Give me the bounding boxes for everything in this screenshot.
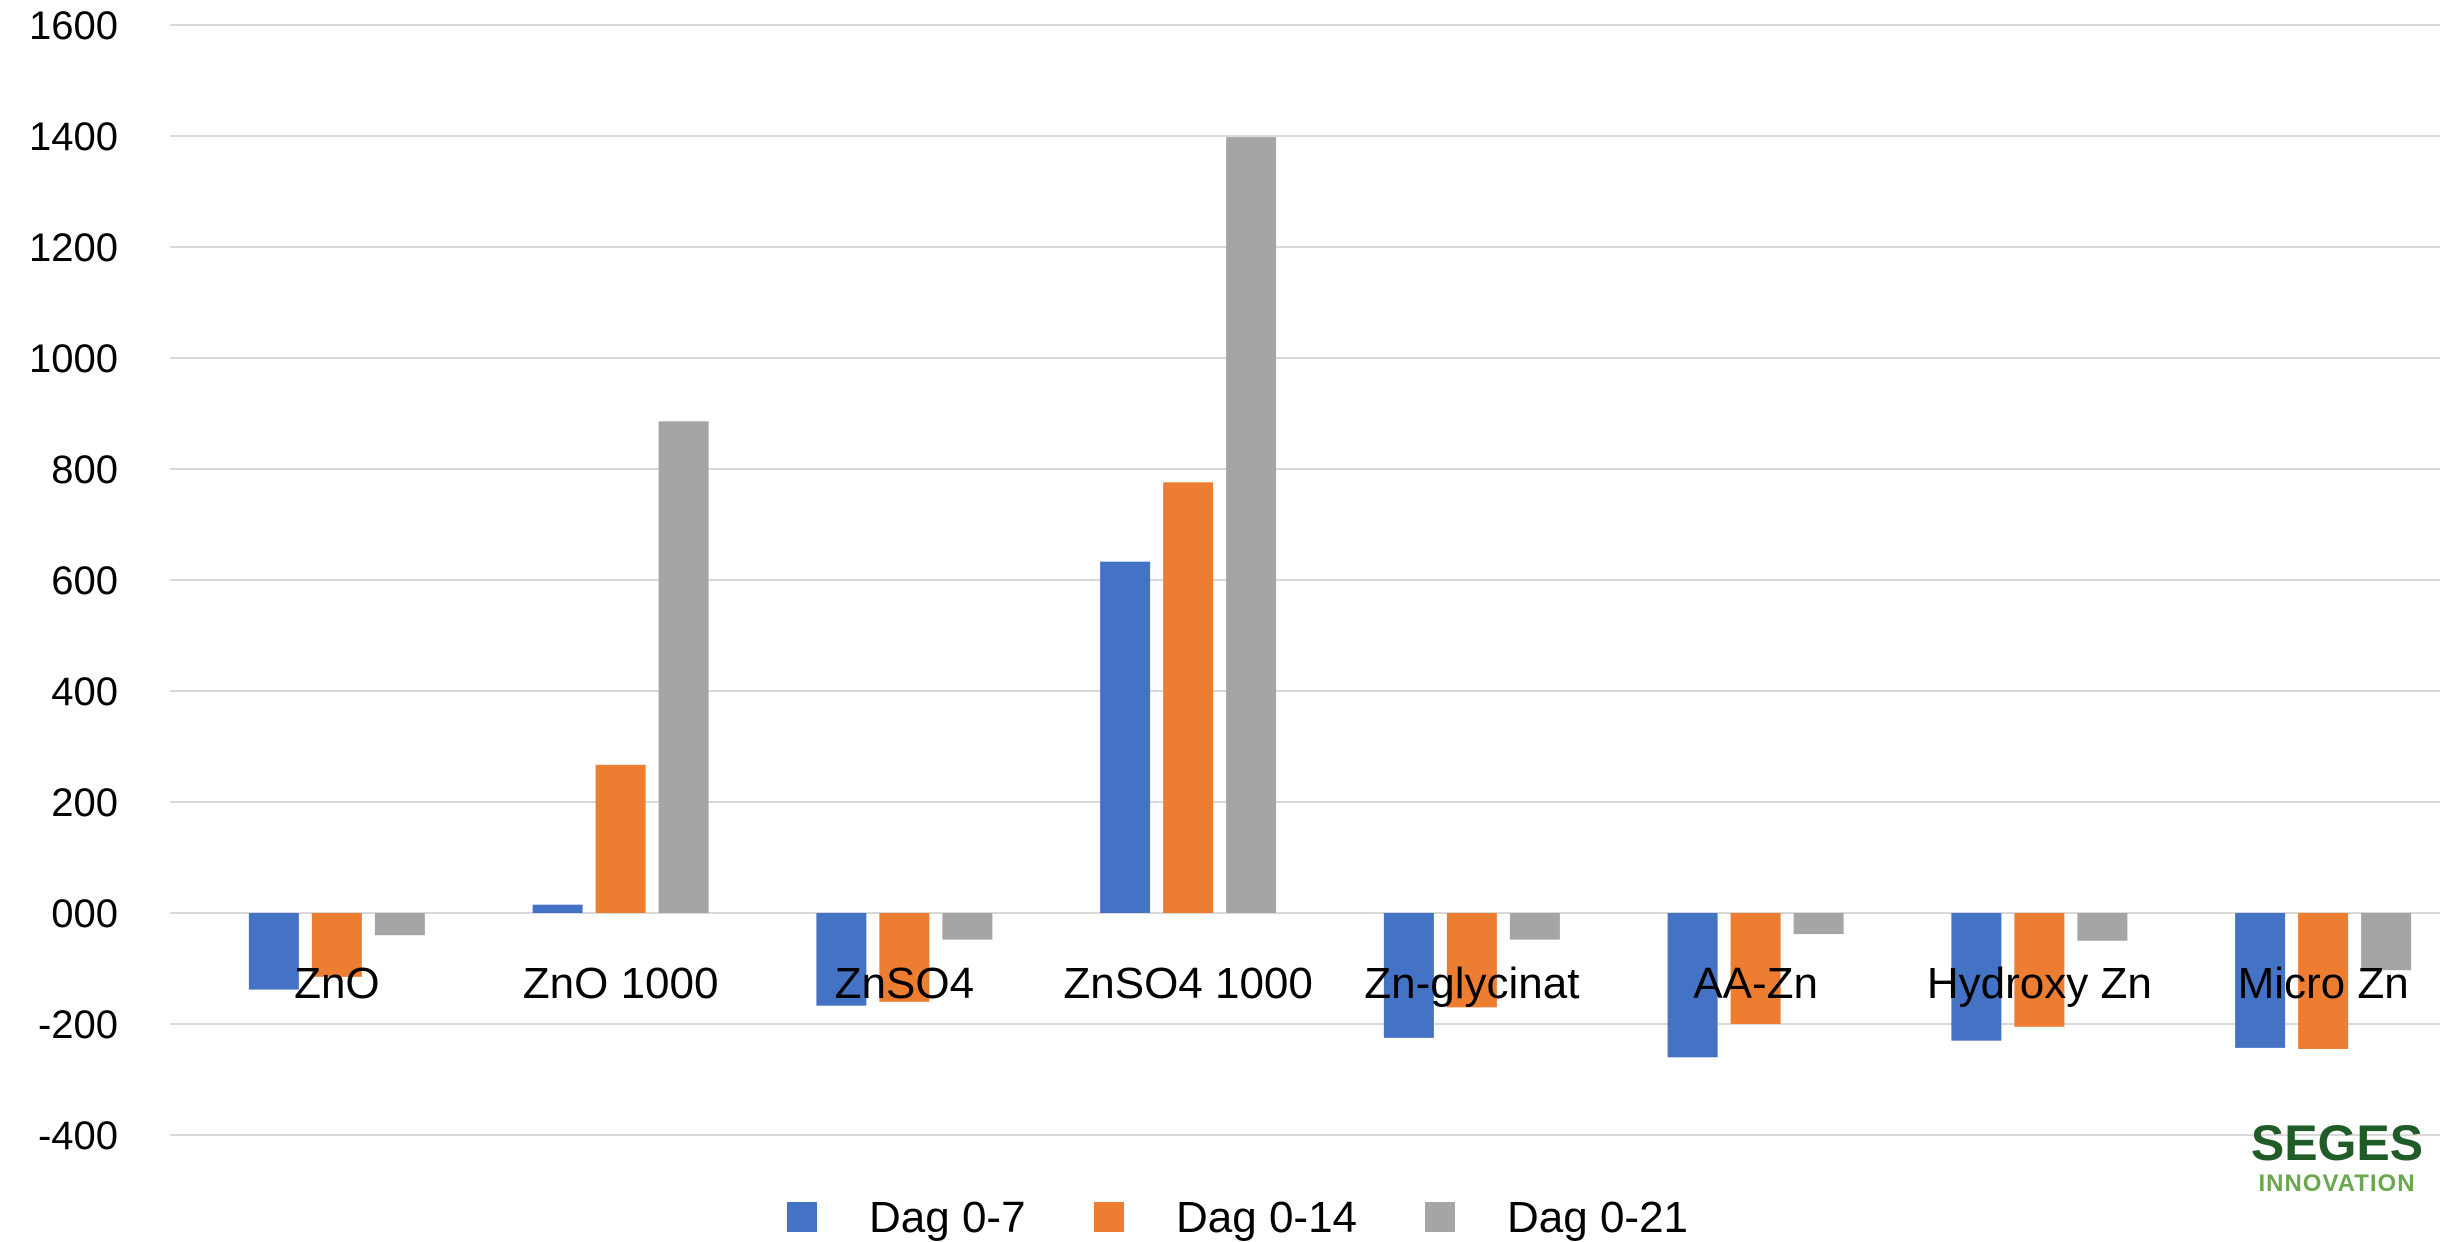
x-category-label: Zn-glycinat [1364,959,1579,1008]
bar-3 [942,913,993,940]
bar-3 [374,913,425,936]
y-tick-label: 400 [51,670,118,714]
x-axis-category-labels: ZnO ZnO 1000 ZnSO4 ZnSO4 1000 Zn-glycinat AA-… [294,959,2409,1008]
bars [248,137,2412,1058]
seges-innovation-logo: SEGES INNOVATION [2237,1118,2437,1196]
x-category-label: ZnSO4 [835,959,974,1008]
x-category-label: ZnO [294,959,380,1008]
bar-3 [2077,913,2128,941]
bar-2 [1730,913,1781,1024]
legend-swatch [1094,1202,1124,1232]
y-tick-label: 1000 [29,337,118,381]
bar-1 [2235,913,2286,1048]
bar-1 [1667,913,1718,1058]
bar-2 [2014,913,2065,1027]
logo-main-text: SEGES [2250,1115,2424,1171]
x-category-label: ZnO 1000 [523,959,719,1008]
bar-1 [1100,561,1151,913]
logo-sub-text: INNOVATION [2258,1170,2416,1197]
bar-2 [1446,913,1497,1008]
x-category-label: Hydroxy Zn [1927,959,2152,1008]
legend-swatch [787,1202,817,1232]
y-tick-label: -400 [38,1114,118,1158]
bar-3 [1226,137,1277,914]
bar-1 [1383,913,1434,1038]
bar-2 [1163,482,1214,913]
y-tick-label: 600 [51,559,118,603]
bar-3 [1793,913,1844,935]
bar-2 [311,913,362,977]
x-category-label: ZnSO4 1000 [1063,959,1313,1008]
legend-label: Dag 0-21 [1507,1193,1688,1242]
bar-1 [248,913,299,990]
x-category-label: Micro Zn [2238,959,2409,1008]
legend-swatch [1425,1202,1455,1232]
bar-2 [2298,913,2349,1049]
y-tick-label: 200 [51,781,118,825]
y-tick-label: 1400 [29,115,118,159]
legend-label: Dag 0-14 [1176,1193,1357,1242]
bar-1 [1951,913,2002,1041]
bar-3 [658,421,709,913]
bar-1 [816,913,867,1006]
y-tick-label: -200 [38,1003,118,1047]
bar-3 [2361,913,2412,971]
y-tick-label: 1200 [29,226,118,270]
y-tick-label: 000 [51,892,118,936]
y-tick-label: 800 [51,448,118,492]
bar-2 [595,764,646,913]
y-axis-tick-labels: 1600 1400 1200 1000 800 600 400 200 000 -200 -400 [29,4,118,1158]
x-category-label: AA-Zn [1693,959,1818,1008]
bar-1 [532,904,583,913]
legend-label: Dag 0-7 [869,1193,1026,1242]
legend: Dag 0-7 Dag 0-14 Dag 0-21 [787,1193,1688,1242]
y-tick-label: 1600 [29,4,118,48]
bar-3 [1509,913,1560,940]
bar-2 [879,913,930,1002]
